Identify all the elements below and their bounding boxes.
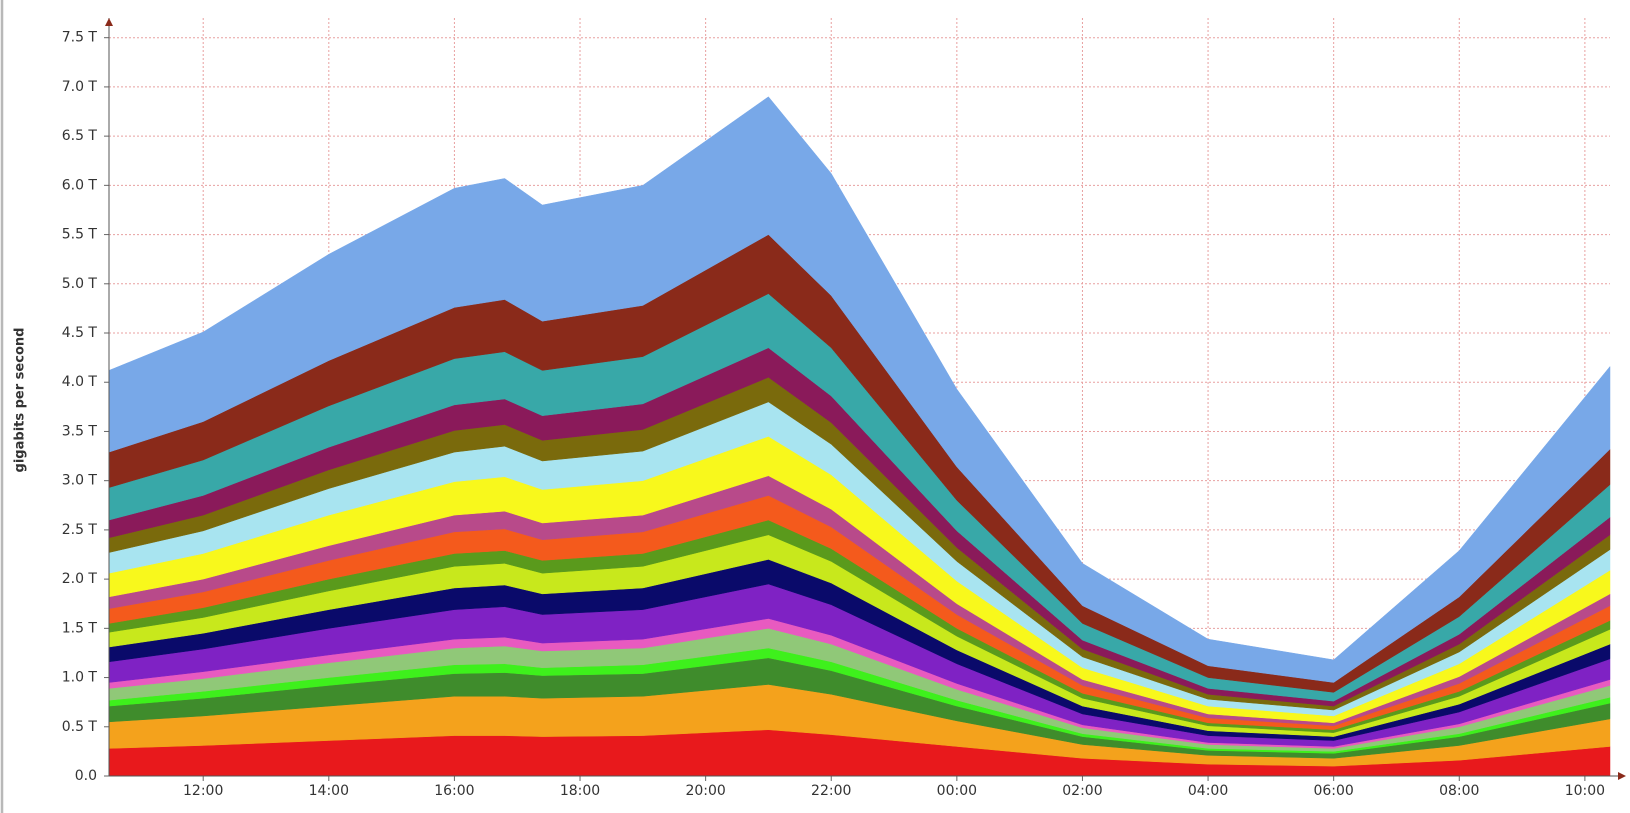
y-tick-label: 3.0 T bbox=[62, 473, 98, 489]
y-tick-label: 4.5 T bbox=[62, 325, 98, 341]
x-tick-label: 20:00 bbox=[685, 783, 725, 799]
x-tick-label: 22:00 bbox=[811, 783, 851, 799]
y-tick-label: 7.0 T bbox=[62, 79, 98, 95]
x-tick-label: 16:00 bbox=[434, 783, 474, 799]
areas bbox=[108, 96, 1611, 777]
x-tick-label: 14:00 bbox=[309, 783, 349, 799]
y-tick-label: 7.5 T bbox=[62, 30, 98, 46]
y-tick-label: 2.0 T bbox=[62, 571, 98, 587]
y-tick-label: 6.0 T bbox=[62, 177, 98, 193]
y-axis-label: gigabits per second bbox=[13, 328, 28, 473]
area bbox=[108, 96, 1611, 683]
y-tick-label: 1.5 T bbox=[62, 620, 98, 636]
x-tick-label: 12:00 bbox=[183, 783, 223, 799]
y-tick-label: 0.0 bbox=[75, 768, 97, 784]
x-tick-label: 08:00 bbox=[1439, 783, 1479, 799]
x-tick-label: 00:00 bbox=[937, 783, 977, 799]
axes: 0.0 0.5 T 1.0 T 1.5 T 2.0 T 2.5 T 3.0 T 3.5 T 4.… bbox=[62, 18, 1626, 799]
y-tick-label: 4.0 T bbox=[62, 374, 98, 390]
x-tick-label: 04:00 bbox=[1188, 783, 1228, 799]
x-tick-label: 02:00 bbox=[1062, 783, 1102, 799]
y-tick-label: 2.5 T bbox=[62, 522, 98, 538]
x-tick-label: 06:00 bbox=[1313, 783, 1353, 799]
y-tick-label: 6.5 T bbox=[62, 128, 98, 144]
y-tick-label: 3.5 T bbox=[62, 423, 98, 439]
x-tick-label: 10:00 bbox=[1565, 783, 1605, 799]
y-tick-label: 5.0 T bbox=[62, 276, 98, 292]
x-tick-label: 18:00 bbox=[560, 783, 600, 799]
y-tick-label: 1.0 T bbox=[62, 670, 98, 686]
y-tick-label: 0.5 T bbox=[62, 719, 98, 735]
axis-arrow bbox=[1618, 772, 1626, 780]
axis-arrow bbox=[105, 18, 113, 26]
y-tick-label: 5.5 T bbox=[62, 227, 98, 243]
